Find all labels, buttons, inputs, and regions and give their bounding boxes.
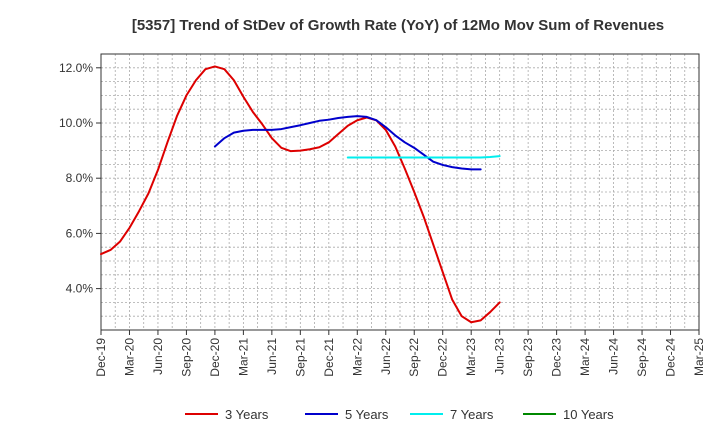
y-tick-label: 6.0% — [66, 226, 94, 240]
x-tick-label: Dec-23 — [550, 338, 564, 377]
axes — [100, 53, 700, 331]
x-tick-label: Mar-25 — [692, 338, 706, 376]
x-tick-label: Jun-21 — [265, 338, 279, 375]
x-tick-label: Sep-23 — [521, 338, 535, 377]
y-tick-label: 4.0% — [66, 282, 94, 296]
x-tick-label: Sep-24 — [635, 338, 649, 377]
series-lines — [100, 65, 501, 324]
x-axis-ticks: Dec-19 Mar-20 Jun-20 Sep-20 Dec-20 Mar-21 Jun-… — [94, 330, 706, 377]
x-tick-label: Jun-20 — [151, 338, 165, 375]
series-line-5-years — [213, 115, 482, 171]
x-tick-label: Mar-23 — [464, 338, 478, 376]
x-tick-label: Dec-24 — [664, 338, 678, 377]
legend-label-7-years: 7 Years — [450, 407, 494, 422]
legend-label-10-years: 10 Years — [563, 407, 614, 422]
series-line-3-years — [100, 65, 501, 324]
x-tick-label: Mar-21 — [236, 338, 250, 376]
legend-label-5-years: 5 Years — [345, 407, 389, 422]
x-tick-label: Mar-24 — [578, 338, 592, 376]
chart-title: [5357] Trend of StDev of Growth Rate (Yo… — [132, 17, 664, 34]
x-tick-label: Dec-22 — [436, 338, 450, 377]
y-tick-label: 10.0% — [59, 116, 93, 130]
x-tick-label: Jun-23 — [493, 338, 507, 375]
legend-label-3-years: 3 Years — [225, 407, 269, 422]
y-tick-label: 12.0% — [59, 61, 93, 75]
x-tick-label: Mar-22 — [350, 338, 364, 376]
x-tick-label: Sep-22 — [407, 338, 421, 377]
series-line-7-years — [346, 155, 501, 159]
plot-border — [100, 53, 700, 331]
x-tick-label: Sep-20 — [179, 338, 193, 377]
x-tick-label: Dec-19 — [94, 338, 108, 377]
x-tick-label: Jun-24 — [607, 338, 621, 375]
y-tick-label: 8.0% — [66, 171, 94, 185]
x-tick-label: Mar-20 — [122, 338, 136, 376]
legend: 3 Years 5 Years 7 Years 10 Years — [185, 407, 614, 422]
x-tick-label: Dec-21 — [322, 338, 336, 377]
x-tick-label: Dec-20 — [208, 338, 222, 377]
x-tick-label: Sep-21 — [293, 338, 307, 377]
y-axis-ticks: 4.0% 6.0% 8.0% 10.0% 12.0% — [59, 61, 101, 296]
x-tick-label: Jun-22 — [379, 338, 393, 375]
grid-lines — [100, 53, 700, 330]
